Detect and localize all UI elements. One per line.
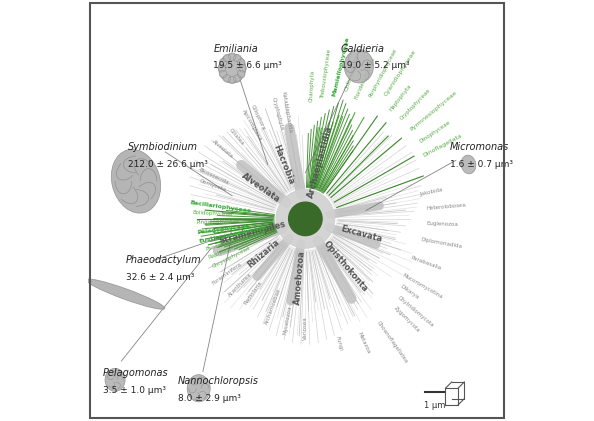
Text: Archamoebae: Archamoebae bbox=[264, 288, 282, 326]
Text: Heterolobosea: Heterolobosea bbox=[426, 203, 466, 211]
Text: Galdieria: Galdieria bbox=[341, 44, 385, 53]
Text: Parabasalia: Parabasalia bbox=[410, 255, 443, 271]
Text: Alveolata: Alveolata bbox=[211, 139, 234, 160]
Text: Radiolaria: Radiolaria bbox=[244, 280, 263, 306]
Text: Bacillariophyceae: Bacillariophyceae bbox=[189, 200, 251, 214]
Text: Raphidophyceae: Raphidophyceae bbox=[207, 238, 252, 260]
Text: Choanoflagellatea: Choanoflagellatea bbox=[375, 320, 408, 364]
Text: 8.0 ± 2.9 μm³: 8.0 ± 2.9 μm³ bbox=[178, 394, 241, 403]
Text: Haptophyta: Haptophyta bbox=[388, 83, 412, 112]
Text: Chlorophyta: Chlorophyta bbox=[345, 54, 361, 92]
Text: Variosea: Variosea bbox=[303, 317, 308, 340]
Text: Symbiodinium: Symbiodinium bbox=[128, 142, 198, 152]
Text: Dikarya: Dikarya bbox=[400, 284, 420, 300]
Text: Ciliophora: Ciliophora bbox=[250, 104, 266, 131]
Text: 19.5 ± 6.6 μm³: 19.5 ± 6.6 μm³ bbox=[213, 61, 282, 70]
Text: Mamiellophyceae: Mamiellophyceae bbox=[331, 36, 350, 97]
Text: 212.0 ± 26.6 μm³: 212.0 ± 26.6 μm³ bbox=[128, 160, 207, 169]
Ellipse shape bbox=[187, 375, 210, 402]
Text: Bicosoecida: Bicosoecida bbox=[198, 167, 230, 185]
Text: Hacrobia: Hacrobia bbox=[271, 144, 295, 186]
Text: Mycetozoa: Mycetozoa bbox=[283, 305, 293, 335]
Text: Phaeothamniophyceae: Phaeothamniophyceae bbox=[205, 229, 267, 252]
Text: 32.6 ± 2.4 μm³: 32.6 ± 2.4 μm³ bbox=[125, 273, 194, 282]
Text: Amoebozoa: Amoebozoa bbox=[293, 250, 307, 305]
Text: Porphyridiophyceae: Porphyridiophyceae bbox=[368, 48, 398, 98]
Ellipse shape bbox=[86, 279, 165, 309]
Text: Dinophyceae: Dinophyceae bbox=[418, 120, 451, 144]
Ellipse shape bbox=[461, 155, 476, 174]
Text: Cyanidiophyceae: Cyanidiophyceae bbox=[383, 49, 417, 98]
Text: Pelagomonas: Pelagomonas bbox=[103, 368, 168, 378]
Text: Apicomplexa: Apicomplexa bbox=[241, 109, 263, 142]
Text: Pinguiophyceae: Pinguiophyceae bbox=[197, 218, 240, 225]
Text: Opisthokonta: Opisthokonta bbox=[322, 240, 369, 294]
Text: Micromonas: Micromonas bbox=[450, 142, 509, 152]
Text: Euglenozoa: Euglenozoa bbox=[426, 221, 459, 226]
Text: Katablepharida: Katablepharida bbox=[280, 91, 293, 133]
Text: Dinoflagellata: Dinoflagellata bbox=[422, 133, 463, 158]
Ellipse shape bbox=[105, 368, 125, 392]
Text: Chrysophyceae: Chrysophyceae bbox=[211, 245, 251, 269]
Text: Archaeplastidia: Archaeplastidia bbox=[307, 125, 334, 200]
Text: Diplomonadida: Diplomonadida bbox=[420, 237, 463, 249]
Text: Eustigmatophyceae: Eustigmatophyceae bbox=[198, 224, 267, 244]
Text: 1 μm: 1 μm bbox=[424, 401, 446, 410]
Text: 1.6 ± 0.7 μm³: 1.6 ± 0.7 μm³ bbox=[450, 160, 513, 169]
Circle shape bbox=[289, 202, 322, 236]
Text: Chytridiomycota: Chytridiomycota bbox=[397, 295, 435, 328]
Text: Pelagophyceae: Pelagophyceae bbox=[197, 223, 251, 234]
Text: Jakobida: Jakobida bbox=[419, 187, 443, 197]
Text: Trebouxiophyceae: Trebouxiophyceae bbox=[320, 49, 331, 99]
Text: Charophyta: Charophyta bbox=[309, 70, 315, 102]
Text: Oomycota: Oomycota bbox=[198, 178, 227, 192]
Text: 19.0 ± 5.2 μm³: 19.0 ± 5.2 μm³ bbox=[341, 61, 409, 70]
Circle shape bbox=[276, 189, 334, 248]
Text: Foraminifera: Foraminifera bbox=[211, 261, 243, 286]
Text: Emiliania: Emiliania bbox=[213, 44, 258, 53]
Ellipse shape bbox=[345, 50, 374, 83]
Text: Phaeodactylum: Phaeodactylum bbox=[125, 255, 201, 265]
Text: Fungi: Fungi bbox=[334, 336, 343, 351]
Text: Mucoromycotina: Mucoromycotina bbox=[402, 273, 444, 300]
Text: Alveolata: Alveolata bbox=[240, 171, 282, 204]
Ellipse shape bbox=[111, 149, 161, 213]
Text: Pyrmnesiophyceae: Pyrmnesiophyceae bbox=[409, 90, 459, 132]
Text: Cryptophyceae: Cryptophyceae bbox=[399, 88, 432, 121]
Text: Stramenopiles: Stramenopiles bbox=[219, 220, 287, 246]
Text: Metazoa: Metazoa bbox=[356, 331, 371, 355]
Text: 3.5 ± 1.0 μm³: 3.5 ± 1.0 μm³ bbox=[103, 386, 166, 394]
Text: Rhizaria: Rhizaria bbox=[246, 238, 282, 270]
Text: Nannochloropsis: Nannochloropsis bbox=[178, 376, 259, 386]
Text: Bolidophyceae: Bolidophyceae bbox=[192, 210, 233, 218]
Ellipse shape bbox=[219, 53, 246, 83]
Text: Excavata: Excavata bbox=[340, 224, 384, 244]
Text: Acantharea: Acantharea bbox=[227, 272, 252, 298]
Text: Zygomycota: Zygomycota bbox=[392, 306, 421, 334]
Text: Cryptophyta: Cryptophyta bbox=[270, 97, 284, 131]
Text: Ciliatea: Ciliatea bbox=[228, 128, 245, 147]
Text: Florideophyceae: Florideophyceae bbox=[353, 57, 376, 101]
